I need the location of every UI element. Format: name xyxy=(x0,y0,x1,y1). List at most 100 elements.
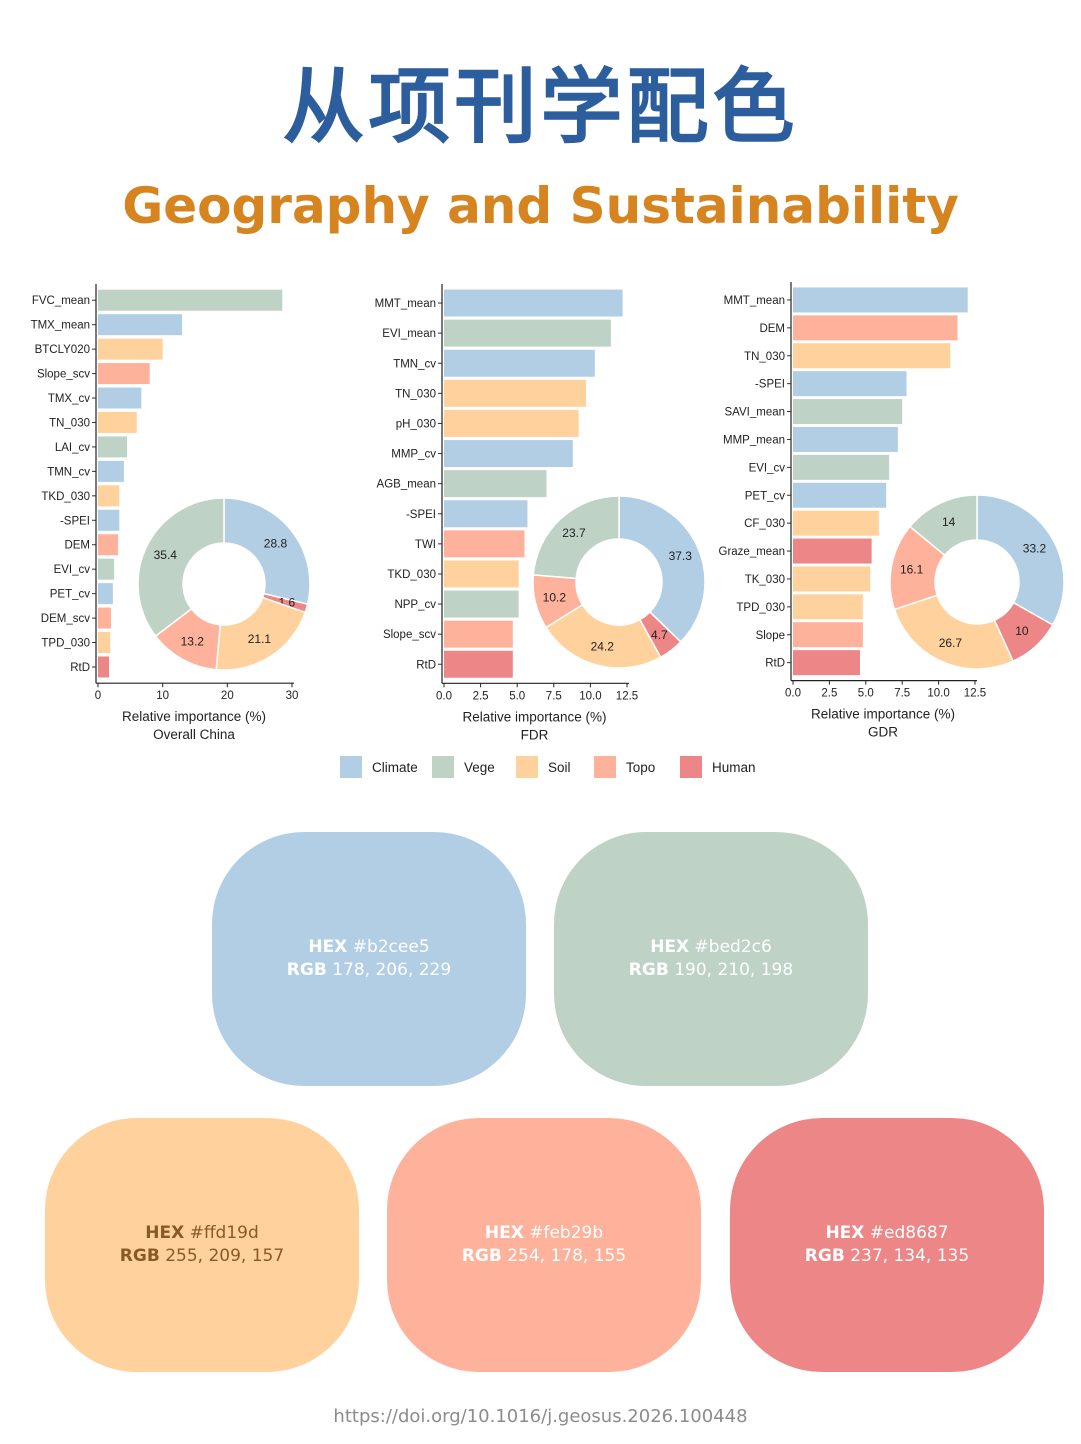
x-axis-label: Relative importance (%) xyxy=(122,709,266,724)
bar xyxy=(444,289,623,317)
pie-value-label: 14 xyxy=(942,515,956,529)
pie-value-label: 10.2 xyxy=(543,591,567,605)
swatch-rgb-line: RGB 255, 209, 157 xyxy=(120,1245,284,1268)
category-label: EVI_cv xyxy=(749,462,786,474)
swatch-rgb-value: 190, 210, 198 xyxy=(674,960,794,980)
category-label: NPP_cv xyxy=(394,599,436,611)
x-tick-label: 5.0 xyxy=(858,688,874,700)
category-label: TMX_mean xyxy=(31,320,90,332)
pie-value-label: 21.1 xyxy=(248,632,272,646)
panel-title: GDR xyxy=(868,725,898,740)
legend-swatch xyxy=(432,756,454,778)
category-label: DEM xyxy=(759,323,785,335)
bar xyxy=(793,371,907,397)
category-label: TN_030 xyxy=(744,351,785,363)
bar xyxy=(793,399,903,425)
category-label: CF_030 xyxy=(744,518,785,530)
swatch-rgb-key: RGB xyxy=(286,960,327,980)
x-tick-label: 12.5 xyxy=(616,690,638,702)
x-axis-label: Relative importance (%) xyxy=(811,707,955,722)
pie-value-label: 35.4 xyxy=(154,548,178,562)
bar xyxy=(793,454,890,480)
swatch-hex-key: HEX xyxy=(650,937,690,957)
category-label: TK_030 xyxy=(745,574,785,586)
bar xyxy=(98,534,119,556)
x-tick-label: 30 xyxy=(286,690,299,702)
swatch-vege: HEX #bed2c6 RGB 190, 210, 198 xyxy=(554,832,868,1086)
category-label: RtD xyxy=(765,658,785,670)
category-label: MMT_mean xyxy=(724,295,785,307)
swatch-hex-key: HEX xyxy=(484,1223,524,1243)
swatch-soil: HEX #ffd19d RGB 255, 209, 157 xyxy=(45,1118,359,1372)
bar xyxy=(793,343,951,369)
pie-value-label: 13.2 xyxy=(181,634,205,648)
bar xyxy=(98,558,115,580)
category-label: EVI_mean xyxy=(382,328,436,340)
swatch-hex-line: HEX #feb29b xyxy=(485,1222,603,1245)
swatch-hex-value: #ffd19d xyxy=(189,1223,259,1243)
swatch-hex-line: HEX #ffd19d xyxy=(145,1222,259,1245)
pie-value-label: 33.2 xyxy=(1023,542,1047,556)
bar xyxy=(98,363,150,385)
category-label: DEM xyxy=(64,540,90,552)
pie-slice xyxy=(976,494,1065,626)
category-label: DEM_scv xyxy=(41,613,90,625)
legend-label: Vege xyxy=(464,760,495,775)
bar xyxy=(444,409,579,437)
pie-value-label: 4.7 xyxy=(651,628,668,642)
swatch-hex-value: #b2cee5 xyxy=(352,937,430,957)
x-tick-label: 7.5 xyxy=(546,690,562,702)
swatch-hex-key: HEX xyxy=(145,1223,185,1243)
legend-swatch xyxy=(680,756,702,778)
category-label: -SPEI xyxy=(60,515,90,527)
bar xyxy=(98,289,283,311)
legend-swatch xyxy=(594,756,616,778)
doi-link[interactable]: https://doi.org/10.1016/j.geosus.2026.10… xyxy=(333,1406,748,1427)
bar xyxy=(98,338,163,360)
category-label: pH_030 xyxy=(396,418,436,430)
category-label: TMN_cv xyxy=(47,466,90,478)
x-tick-label: 5.0 xyxy=(509,690,525,702)
x-tick-label: 0.0 xyxy=(436,690,452,702)
category-label: TMN_cv xyxy=(393,358,436,370)
category-label: -SPEI xyxy=(755,379,785,391)
pie-slice xyxy=(544,603,662,669)
category-label: PET_cv xyxy=(50,589,91,601)
legend-label: Soil xyxy=(548,760,571,775)
bar xyxy=(444,650,513,678)
category-label: MMT_mean xyxy=(375,298,436,310)
legend-label: Human xyxy=(712,760,756,775)
category-label: -SPEI xyxy=(406,509,436,521)
category-label: FVC_mean xyxy=(32,295,90,307)
x-tick-label: 7.5 xyxy=(894,688,910,700)
x-tick-label: 0.0 xyxy=(785,688,801,700)
swatch-hex-key: HEX xyxy=(308,937,348,957)
pie-slice xyxy=(223,497,311,606)
bar xyxy=(444,590,519,618)
pie-value-label: 26.7 xyxy=(939,636,963,650)
swatch-hex-key: HEX xyxy=(825,1223,865,1243)
bar xyxy=(793,566,871,592)
pie-slice xyxy=(532,495,620,580)
bar xyxy=(444,440,573,468)
category-label: TPD_030 xyxy=(736,602,785,614)
bar xyxy=(444,349,595,377)
swatch-rgb-value: 254, 178, 155 xyxy=(507,1246,627,1266)
bar xyxy=(98,411,137,433)
legend-label: Climate xyxy=(372,760,418,775)
x-tick-label: 2.5 xyxy=(473,690,489,702)
category-label: Slope xyxy=(756,630,785,642)
bar xyxy=(98,656,109,678)
x-axis-label: Relative importance (%) xyxy=(462,709,606,724)
page-title: 从项刊学配色 xyxy=(282,60,799,155)
bar xyxy=(444,470,547,498)
pie-value-label: 37.3 xyxy=(669,549,693,563)
category-label: EVI_cv xyxy=(54,564,91,576)
category-label: TPD_030 xyxy=(41,638,90,650)
bar xyxy=(793,650,860,676)
swatch-rgb-value: 237, 134, 135 xyxy=(850,1246,970,1266)
bar xyxy=(793,482,887,508)
category-label: RtD xyxy=(416,659,436,671)
importance-charts: FVC_mean TMX_mean BTCLY020 Slope_scv TMX_cv T… xyxy=(31,282,1065,778)
page-subtitle: Geography and Sustainability xyxy=(122,177,959,235)
